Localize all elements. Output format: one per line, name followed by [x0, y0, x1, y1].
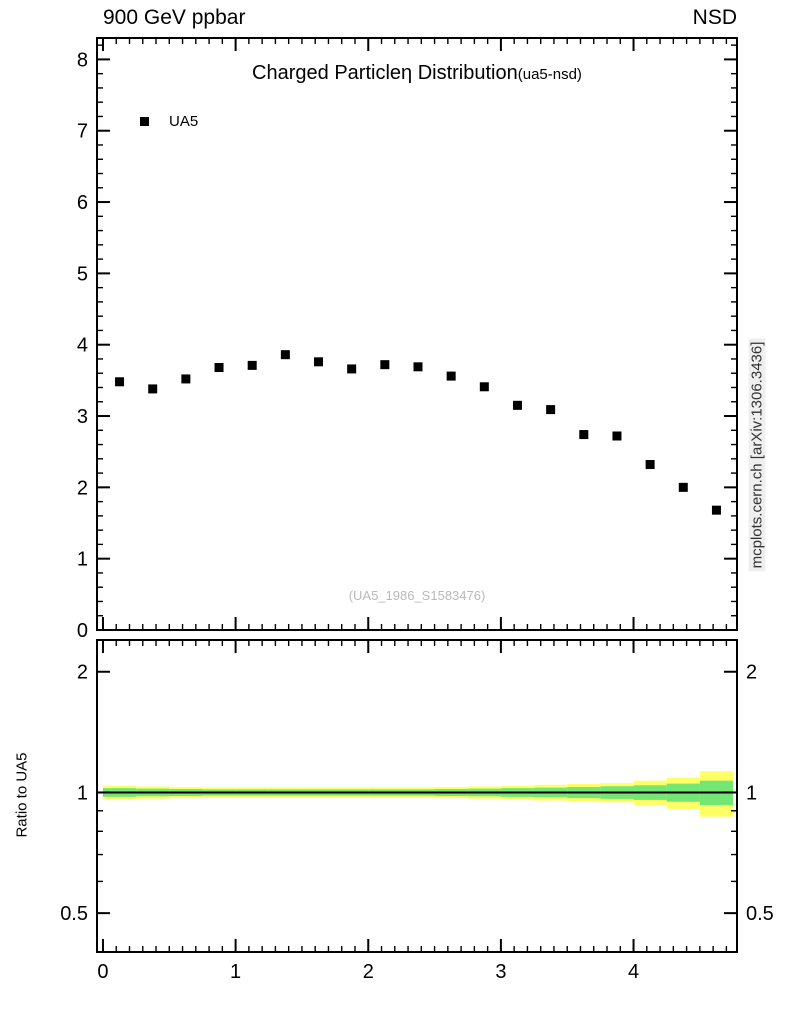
x-tick-label: 1: [230, 961, 241, 983]
event-class-label: NSD: [692, 6, 737, 29]
main-panel-frame: [96, 37, 738, 631]
plot-title-main: Charged Particleη Distribution: [252, 62, 518, 84]
data-point: [181, 374, 191, 384]
data-point: [247, 360, 257, 370]
data-point: [380, 360, 390, 370]
y-tick-label: 0: [77, 620, 88, 642]
x-tick-label: 3: [495, 961, 506, 983]
data-point: [546, 405, 556, 415]
x-tick-label: 2: [363, 961, 374, 983]
y-tick-label: 7: [77, 121, 88, 143]
plot-title-suffix: (ua5-nsd): [517, 66, 582, 83]
plot-title: Charged Particleη Distribution(ua5-nsd): [97, 62, 737, 85]
data-point: [115, 377, 125, 387]
data-point: [413, 362, 423, 372]
data-point: [579, 430, 589, 440]
data-point: [645, 460, 655, 470]
y-tick-label: 4: [77, 335, 88, 357]
data-point: [280, 350, 290, 360]
legend-marker-square-icon: [140, 117, 149, 126]
ratio-y-tick-label-right: 1: [746, 782, 757, 804]
data-point: [446, 371, 456, 381]
ratio-panel-frame: [96, 639, 738, 953]
y-tick-label: 3: [77, 406, 88, 428]
ratio-y-tick-label-left: 2: [77, 662, 88, 684]
ratio-y-tick-label-right: 0.5: [746, 903, 774, 925]
data-point: [347, 364, 357, 374]
data-point: [711, 505, 721, 515]
y-tick-label: 1: [77, 549, 88, 571]
legend: UA5: [140, 113, 198, 130]
data-point: [678, 482, 688, 492]
data-point: [512, 400, 522, 410]
y-tick-label: 6: [77, 192, 88, 214]
dataset-watermark: (UA5_1986_S1583476): [348, 588, 486, 603]
y-tick-label: 8: [77, 49, 88, 71]
x-tick-label: 4: [628, 961, 639, 983]
x-tick-label: 0: [97, 961, 108, 983]
data-point: [479, 382, 489, 392]
ratio-y-tick-label-left: 0.5: [60, 903, 88, 925]
ratio-y-tick-label-left: 1: [77, 782, 88, 804]
beam-energy-label: 900 GeV ppbar: [103, 6, 246, 29]
legend-label: UA5: [169, 113, 199, 130]
data-point: [214, 363, 224, 373]
ratio-y-tick-label-right: 2: [746, 662, 757, 684]
data-point: [314, 357, 324, 367]
y-tick-label: 5: [77, 263, 88, 285]
data-point: [148, 384, 158, 394]
data-point: [612, 431, 622, 441]
y-tick-label: 2: [77, 477, 88, 499]
